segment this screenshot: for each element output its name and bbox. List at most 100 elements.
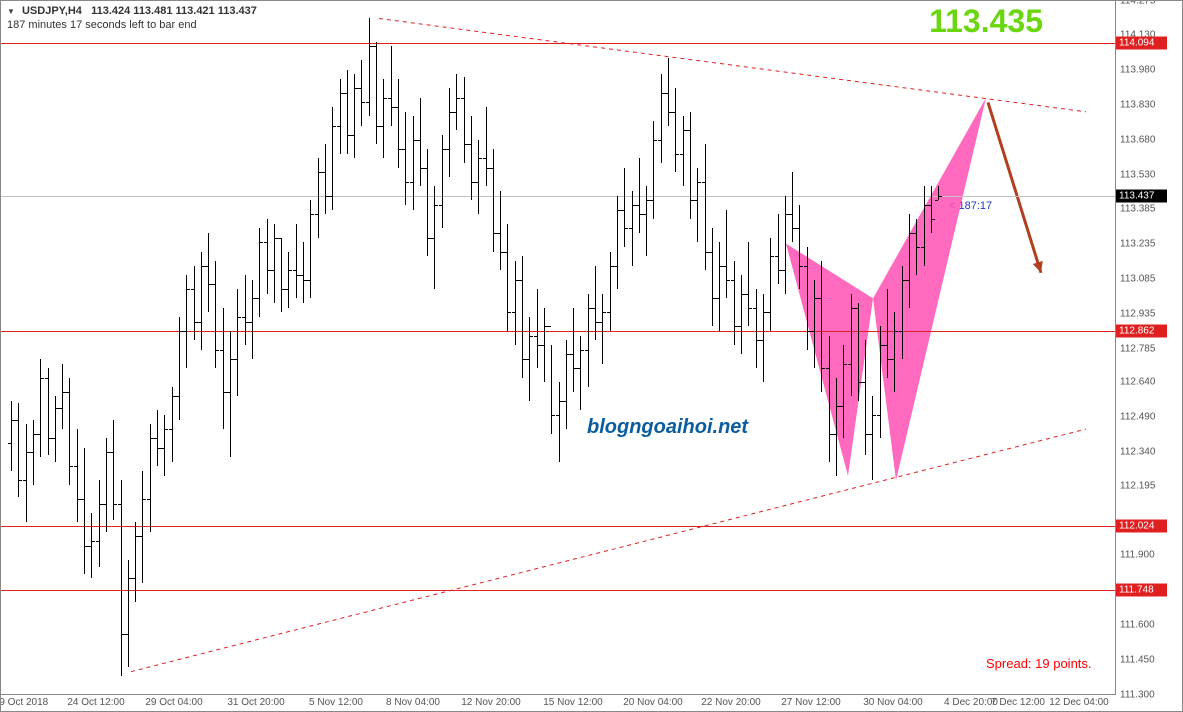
price-tick: 111.450 [1120,655,1155,666]
ohlc-bar [500,191,501,270]
ohlc-bar [398,79,399,168]
ohlc-bar [887,289,888,378]
level-tag: 114.094 [1116,37,1167,50]
level-tag: 111.748 [1116,584,1167,597]
price-tick: 112.640 [1120,377,1155,388]
ohlc-bar [142,471,143,583]
time-tick: 19 Oct 2018 [0,697,48,708]
level-line [1,331,1115,332]
level-tag: 113.437 [1116,190,1167,203]
ohlc-bar [537,289,538,368]
ohlc-bar [464,77,465,163]
price-tick: 113.980 [1120,64,1155,75]
ohlc-bar [610,252,611,331]
ohlc-bar [201,252,202,350]
ohlc-bar [595,266,596,341]
symbol-text: USDJPY,H4 [22,5,82,17]
ohlc-bar [26,424,27,522]
ohlc-bar [369,18,370,116]
time-tick: 30 Nov 04:00 [863,697,923,708]
ohlc-bar [829,336,830,462]
price-tick: 113.085 [1120,273,1155,284]
ohlc-bar [40,359,41,457]
watermark-text: blogngoaihoi.net [587,416,748,439]
ohlc-bar [18,403,19,496]
ohlc-bar [493,149,494,252]
ohlc-bar [135,522,136,601]
ohlc-bar [84,448,85,574]
ohlc-bar [836,378,837,476]
price-tick: 112.195 [1120,481,1155,492]
ohlc-bar [150,424,151,531]
ohlc-bar [588,294,589,387]
ohlc-bar [763,294,764,383]
ohlc-bar [785,196,786,294]
plot-area[interactable]: ▼ USDJPY,H4 113.424 113.481 113.421 113.… [1,1,1116,695]
ohlc-bar [296,224,297,299]
ohlc-bar [478,140,479,215]
ohlc-bar [55,396,56,461]
ohlc-bar [726,210,727,299]
ohlc-bar [916,219,917,275]
ohlc-bar [267,219,268,294]
ohlc-bar [632,191,633,266]
ohlc-bar [544,308,545,383]
ohlc-bar [529,317,530,401]
ohlc-bar [522,256,523,377]
spread-text: Spread: 19 points. [986,656,1092,671]
ohlc-bar [770,238,771,331]
ohlc-bar [332,107,333,210]
ohlc-bar [872,396,873,480]
level-line [1,526,1115,527]
ohlc-bar [274,224,275,303]
ohlc-bar [121,480,122,676]
ohlc-bar [507,224,508,331]
ohlc-bar [515,261,516,345]
ohlc-bar [924,186,925,265]
countdown-text: 187 minutes 17 seconds left to bar end [7,19,197,31]
level-line [1,43,1115,44]
price-axis: 114.275114.130113.980113.830113.680113.5… [1116,1,1183,695]
ohlc-bar [675,88,676,172]
ohlc-bar [894,312,895,391]
ohlc-bar [931,186,932,233]
time-tick: 29 Oct 04:00 [145,697,202,708]
ohlc-bar [194,266,195,341]
time-tick: 12 Nov 20:00 [461,697,521,708]
ohlc-bar [580,336,581,411]
ohlc-bar [413,116,414,209]
ohlc-bar [354,74,355,158]
ohlc-bar [420,98,421,187]
ohlc-bar [113,420,114,520]
price-tick: 114.275 [1120,0,1155,7]
ohlc-bar [230,331,231,457]
ohlc-bar [179,317,180,420]
price-tick: 112.490 [1120,412,1155,423]
ohlc-bar [748,242,749,326]
ohlc-bar [471,116,472,200]
ohlc-bar [325,144,326,214]
time-tick: 31 Oct 20:00 [227,697,284,708]
ohlc-bar [902,266,903,359]
chart-window[interactable]: ▼ USDJPY,H4 113.424 113.481 113.421 113.… [0,0,1183,712]
ohlc-bar [172,387,173,462]
ohlc-bar [245,275,246,345]
ohlc-bar [427,149,428,256]
ohlc-bar [683,116,684,186]
time-tick: 7 Dec 12:00 [991,697,1045,708]
ohlc-bar [376,42,377,145]
ohlc-bar [11,401,12,471]
time-tick: 24 Oct 12:00 [67,697,124,708]
ohlc-bar [77,429,78,522]
ohlc-bar [252,280,253,359]
price-tick: 113.235 [1120,238,1155,249]
ohlc-bar [223,308,224,429]
price-tick: 111.600 [1120,620,1155,631]
ohlc-bar [661,74,662,163]
ohlc-bar [106,438,107,531]
ohlc-text: 113.424 113.481 113.421 113.437 [91,5,257,17]
ohlc-bar [383,79,384,158]
time-tick: 12 Dec 04:00 [1049,697,1109,708]
ohlc-bar [712,228,713,326]
ohlc-bar [62,364,63,429]
